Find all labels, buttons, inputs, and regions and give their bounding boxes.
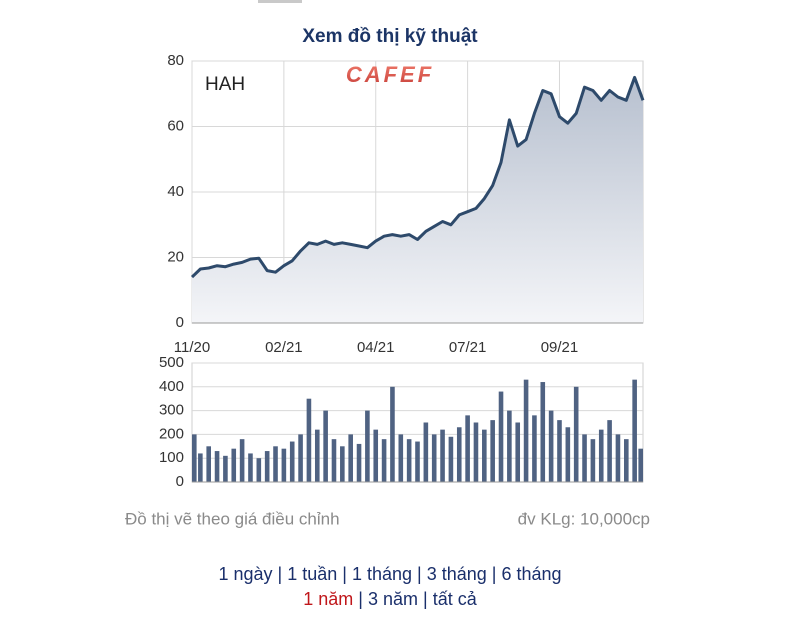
bar (607, 420, 612, 482)
bar (264, 451, 270, 482)
period-link[interactable]: 3 tháng (427, 564, 487, 584)
bar (498, 391, 504, 482)
bar (440, 429, 445, 482)
bar (365, 410, 370, 482)
y-tick-label: 20 (167, 248, 184, 265)
x-tick-label: 02/21 (265, 339, 303, 356)
period-link[interactable]: 1 ngày (218, 564, 272, 584)
bar (465, 415, 470, 482)
y-tick-label: 100 (159, 449, 184, 466)
bar (273, 446, 278, 482)
bar (192, 434, 197, 482)
bar (340, 446, 345, 482)
bar (356, 443, 362, 482)
y-tick-label: 200 (159, 425, 184, 442)
bar (373, 429, 379, 482)
bar (456, 427, 462, 482)
bar (239, 439, 245, 482)
bar (348, 434, 353, 482)
x-tick-label: 04/21 (357, 339, 395, 356)
period-row: 1 năm | 3 năm | tất cả (303, 589, 477, 609)
bar (415, 441, 420, 482)
bar (306, 398, 312, 482)
bar (482, 429, 487, 482)
bar (298, 434, 303, 482)
y-tick-label: 80 (167, 52, 184, 69)
x-tick-label: 07/21 (449, 339, 487, 356)
period-row: 1 ngày | 1 tuần | 1 tháng | 3 tháng | 6 … (218, 564, 561, 584)
bar (398, 434, 404, 482)
bar (532, 415, 537, 482)
x-tick-label: 09/21 (541, 339, 579, 356)
y-tick-label: 0 (176, 314, 184, 331)
bar (573, 386, 579, 482)
bar (515, 422, 521, 482)
period-link[interactable]: 1 tuần (287, 564, 337, 584)
bar (598, 429, 604, 482)
bar (323, 410, 328, 482)
bar (557, 420, 562, 482)
bar (431, 434, 437, 482)
bar (523, 379, 529, 482)
ticker: HAH (205, 74, 245, 95)
note-left: Đồ thị vẽ theo giá điều chỉnh (125, 509, 340, 528)
y-tick-label: 500 (159, 354, 184, 371)
period-link[interactable]: 1 năm (303, 589, 353, 609)
bar (206, 446, 212, 482)
period-link[interactable]: tất cả (433, 589, 478, 609)
bar (638, 448, 643, 482)
y-tick-label: 40 (167, 183, 184, 200)
bar (390, 386, 395, 482)
bar (289, 441, 295, 482)
bar (381, 439, 387, 482)
period-link[interactable]: 3 năm (368, 589, 418, 609)
bar (615, 434, 621, 482)
bar (540, 382, 546, 482)
bar (565, 427, 571, 482)
separator: | (487, 564, 502, 584)
separator: | (273, 564, 288, 584)
bar (507, 410, 512, 482)
period-link[interactable]: 1 tháng (352, 564, 412, 584)
bar (281, 448, 287, 482)
bar (214, 451, 220, 482)
bar (423, 422, 429, 482)
bar (248, 453, 253, 482)
separator: | (353, 589, 368, 609)
y-tick-label: 400 (159, 378, 184, 395)
x-tick-label: 11/20 (174, 339, 210, 356)
bar (490, 420, 495, 482)
note-right: đv KLg: 10,000cp (518, 509, 650, 528)
widget-title: Xem đồ thị kỹ thuật (302, 26, 478, 47)
period-link[interactable]: 6 tháng (501, 564, 561, 584)
bar (314, 429, 320, 482)
bar (331, 439, 337, 482)
bar (223, 455, 228, 482)
bar (632, 379, 637, 482)
area (192, 77, 643, 324)
bar (231, 448, 237, 482)
separator: | (418, 589, 433, 609)
bar (623, 439, 629, 482)
separator: | (412, 564, 427, 584)
bar (473, 422, 479, 482)
bar (198, 453, 203, 482)
bar (548, 410, 554, 482)
top-tab (258, 0, 302, 3)
logo: CAFEF (346, 62, 434, 87)
bar (406, 439, 412, 482)
bar (448, 436, 454, 482)
bar (256, 458, 262, 482)
separator: | (337, 564, 352, 584)
plots: 0 20 40 60 80 11/20 02/21 04/21 07/21 09/21 0 100 20… (159, 52, 645, 490)
bar (590, 439, 596, 482)
line (190, 75, 645, 279)
y-tick-label: 0 (176, 473, 184, 490)
bar (582, 434, 587, 482)
y-tick-label: 300 (159, 402, 184, 419)
y-tick-label: 60 (167, 117, 184, 134)
